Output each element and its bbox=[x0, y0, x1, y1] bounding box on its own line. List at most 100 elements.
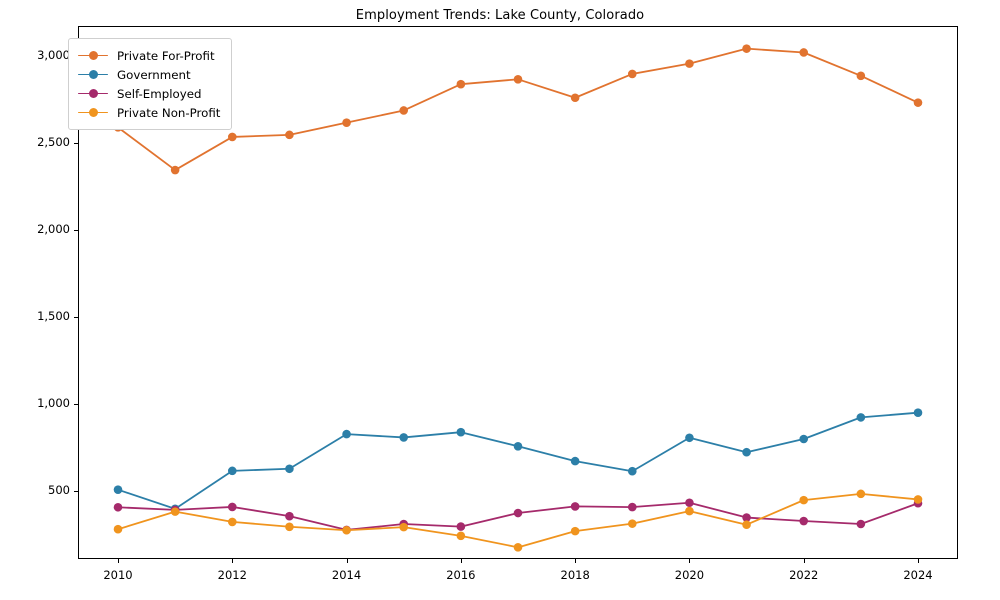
y-axis-tick-mark bbox=[74, 142, 78, 144]
x-axis-tick-label: 2020 bbox=[674, 568, 705, 582]
y-axis-tick-label: 3,000 bbox=[37, 47, 70, 62]
data-point bbox=[227, 466, 237, 476]
x-axis-tick-label: 2018 bbox=[560, 568, 590, 582]
x-axis-tick-mark bbox=[460, 559, 462, 563]
data-point bbox=[685, 506, 694, 516]
data-point bbox=[856, 71, 866, 81]
data-point bbox=[342, 118, 351, 127]
data-point bbox=[399, 106, 409, 115]
legend-label: Self-Employed bbox=[117, 86, 202, 101]
data-point bbox=[799, 495, 809, 505]
data-point bbox=[170, 165, 180, 175]
y-axis-tick-label: 1,000 bbox=[37, 395, 70, 410]
x-axis-tick-mark bbox=[689, 559, 691, 563]
data-point bbox=[742, 513, 751, 522]
data-point bbox=[627, 502, 637, 512]
legend-label: Private For-Profit bbox=[117, 48, 215, 63]
x-axis-tick-mark bbox=[232, 559, 234, 563]
data-point bbox=[170, 507, 180, 516]
data-point bbox=[799, 516, 809, 526]
data-point bbox=[342, 525, 351, 535]
data-point bbox=[856, 413, 866, 422]
data-point bbox=[285, 130, 294, 140]
data-point bbox=[685, 498, 694, 508]
data-point bbox=[285, 464, 294, 474]
series-government bbox=[113, 408, 923, 514]
data-point bbox=[627, 466, 637, 476]
data-point bbox=[113, 502, 123, 512]
x-axis-tick-label: 2012 bbox=[217, 568, 247, 582]
data-point bbox=[285, 511, 294, 521]
data-point bbox=[456, 79, 466, 89]
data-point bbox=[742, 520, 751, 529]
data-point bbox=[913, 495, 923, 504]
y-axis-tick-label: 1,500 bbox=[37, 308, 70, 323]
series-private-non-profit bbox=[113, 489, 923, 552]
data-point bbox=[513, 543, 523, 552]
x-axis-tick-label: 2014 bbox=[331, 568, 362, 582]
legend-item[interactable]: Government bbox=[78, 65, 220, 84]
y-axis-tick-label: 2,000 bbox=[37, 221, 70, 236]
data-point bbox=[627, 69, 637, 79]
data-point bbox=[456, 522, 466, 531]
data-point bbox=[513, 442, 523, 451]
x-axis-tick-mark bbox=[575, 559, 577, 563]
legend-swatch-icon bbox=[78, 106, 108, 120]
data-point bbox=[799, 48, 809, 57]
chart-title: Employment Trends: Lake County, Colorado bbox=[355, 8, 645, 23]
legend-item[interactable]: Self-Employed bbox=[78, 84, 220, 103]
legend-label: Government bbox=[117, 67, 191, 82]
legend-item[interactable]: Private Non-Profit bbox=[78, 103, 220, 122]
data-point bbox=[856, 519, 866, 529]
data-point bbox=[685, 433, 694, 443]
x-axis-tick-mark bbox=[918, 559, 919, 563]
x-axis-tick-mark bbox=[118, 559, 119, 563]
x-axis-tick-label: 2010 bbox=[103, 568, 133, 582]
data-point bbox=[570, 93, 580, 103]
y-axis-tick-mark bbox=[74, 491, 78, 493]
legend-label: Private Non-Profit bbox=[117, 105, 221, 120]
x-axis-tick-mark bbox=[803, 559, 805, 563]
data-point bbox=[227, 517, 237, 527]
x-axis-tick-label: 2016 bbox=[446, 568, 476, 582]
y-axis-tick-label: 500 bbox=[48, 483, 70, 498]
data-point bbox=[913, 98, 923, 107]
data-point bbox=[570, 456, 580, 466]
data-point bbox=[799, 434, 809, 444]
data-point bbox=[399, 433, 409, 442]
data-point bbox=[913, 408, 923, 417]
y-axis-tick-label: 2,500 bbox=[37, 134, 70, 149]
data-point bbox=[627, 519, 637, 528]
data-point bbox=[570, 526, 580, 536]
data-point bbox=[456, 427, 466, 437]
legend-swatch-icon bbox=[78, 68, 108, 82]
legend-swatch-icon bbox=[78, 87, 108, 101]
data-point bbox=[399, 522, 409, 532]
series-line bbox=[117, 47, 919, 171]
data-point bbox=[513, 508, 523, 518]
legend-swatch-icon bbox=[78, 49, 108, 63]
series-self-employed bbox=[113, 498, 923, 535]
data-point bbox=[742, 44, 751, 53]
data-point bbox=[227, 132, 237, 142]
legend-item[interactable]: Private For-Profit bbox=[78, 46, 220, 65]
data-point bbox=[856, 489, 866, 499]
x-axis-tick-mark bbox=[346, 559, 348, 563]
data-point bbox=[570, 502, 580, 511]
data-point bbox=[285, 522, 294, 532]
data-point bbox=[113, 485, 123, 494]
data-point bbox=[342, 429, 351, 439]
y-axis-tick-mark bbox=[74, 316, 78, 318]
y-axis-tick-mark bbox=[74, 403, 78, 405]
y-axis-tick-mark bbox=[74, 229, 78, 231]
data-point bbox=[227, 502, 237, 512]
data-point bbox=[456, 531, 466, 541]
x-axis-tick-label: 2022 bbox=[789, 568, 819, 582]
x-axis-tick-label: 2024 bbox=[903, 568, 933, 582]
chart-legend: Private For-Profit Government Self-Employe… bbox=[68, 38, 233, 130]
series-line bbox=[117, 411, 919, 510]
data-point bbox=[685, 59, 694, 68]
data-point bbox=[513, 75, 523, 84]
